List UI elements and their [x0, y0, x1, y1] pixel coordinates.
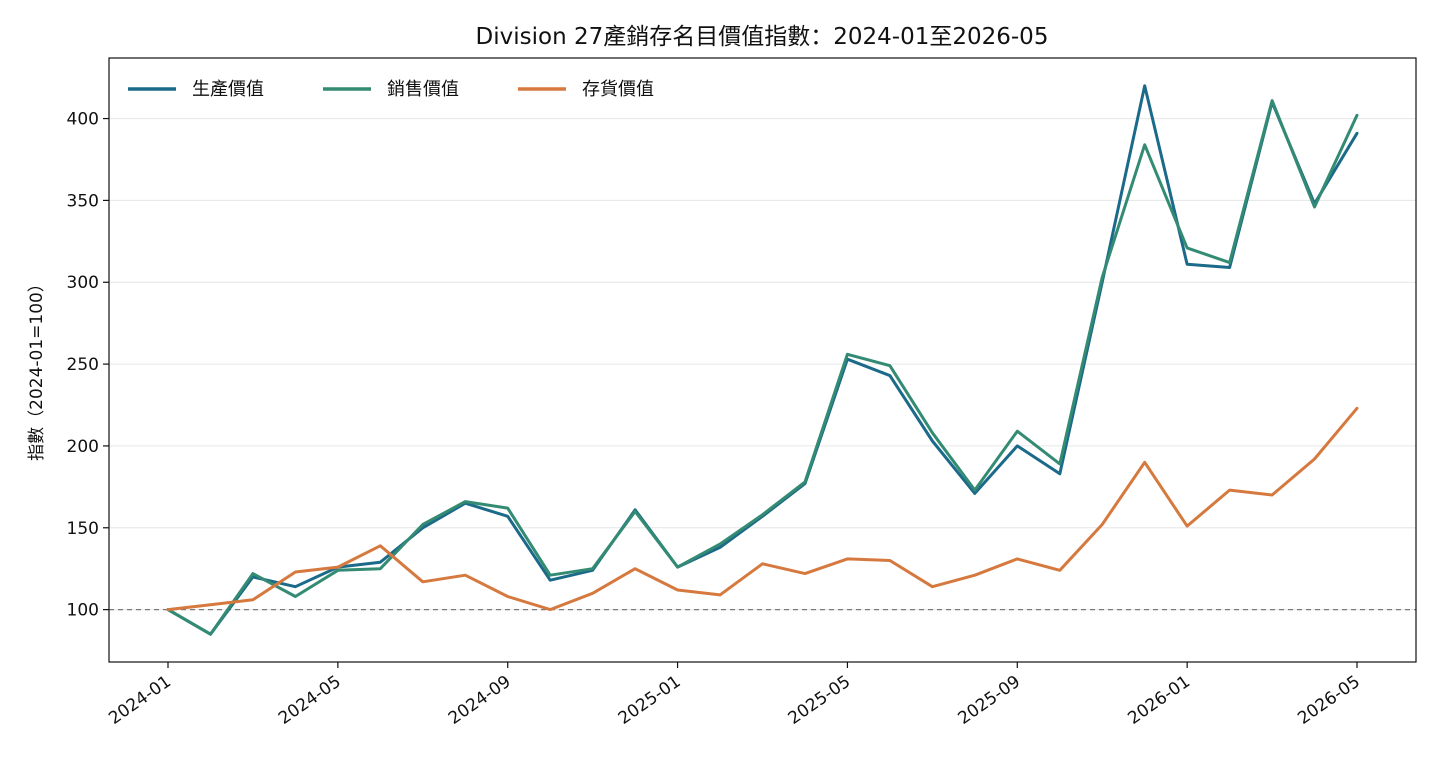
chart-title: Division 27產銷存名目價值指數：2024-01至2026-05	[476, 24, 1049, 50]
x-tick-label-2025-05: 2025-05	[785, 672, 855, 729]
series-layer	[166, 84, 1359, 636]
legend: 生產價值 銷售價值 存貨價值	[128, 79, 654, 100]
x-tick-label-2025-09: 2025-09	[954, 672, 1024, 729]
y-tick-label-400: 400	[67, 110, 99, 130]
y-tick-label-150: 150	[67, 519, 99, 539]
legend-label-2: 銷售價值	[387, 79, 459, 100]
series-line-2	[166, 99, 1359, 636]
x-tick-label-2024-01: 2024-01	[105, 672, 175, 729]
y-tick-label-250: 250	[67, 355, 99, 375]
y-axis-label: 指數（2024-01=100）	[27, 275, 47, 461]
legend-label-3: 存貨價值	[582, 79, 654, 100]
y-tick-label-100: 100	[67, 601, 99, 621]
x-axis: 2024-01 2024-05 2024-09 2025-01 2025-05 2025-…	[105, 662, 1364, 729]
x-tick-label-2024-05: 2024-05	[275, 672, 345, 729]
x-tick-label-2025-01: 2025-01	[615, 672, 685, 729]
y-tick-label-200: 200	[67, 437, 99, 457]
y-axis: 100 150 200 250 300 350 400	[67, 110, 109, 621]
series-line-1	[166, 84, 1359, 636]
y-tick-label-350: 350	[67, 191, 99, 211]
x-tick-label-2024-09: 2024-09	[445, 672, 515, 729]
y-tick-label-300: 300	[67, 273, 99, 293]
x-tick-label-2026-05: 2026-05	[1294, 672, 1364, 729]
grid-lines	[109, 118, 1416, 611]
x-tick-label-2026-01: 2026-01	[1124, 672, 1194, 729]
series-line-3	[166, 406, 1359, 612]
plot-frame	[108, 57, 1417, 663]
legend-label-1: 生產價值	[192, 79, 264, 100]
